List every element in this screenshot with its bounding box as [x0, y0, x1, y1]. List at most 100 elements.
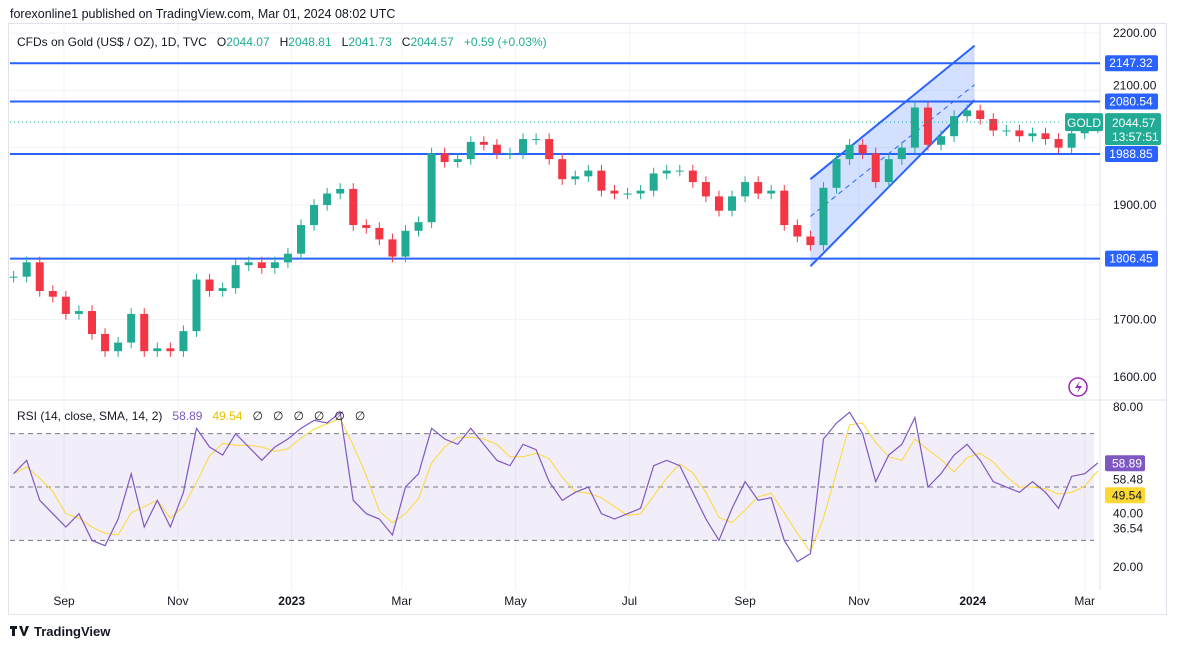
empty-value: ∅	[354, 409, 366, 423]
price-axis-tick: 1600.00	[1113, 370, 1157, 384]
rsi-value: 58.89	[172, 409, 203, 423]
candle-body	[741, 182, 750, 197]
channel-lower-line	[809, 99, 976, 268]
lightning-icon[interactable]	[1068, 377, 1088, 397]
candle-body	[453, 159, 462, 162]
candle-body	[349, 188, 358, 226]
price-axis-tick: 2100.00	[1113, 78, 1157, 92]
level-price-tag	[1105, 93, 1158, 110]
rsi-title[interactable]: RSI (14, close, SMA, 14, 2)	[17, 409, 163, 423]
candle-body	[1041, 133, 1050, 140]
empty-value: ∅	[272, 409, 284, 423]
candle-body	[48, 290, 57, 297]
candle-body	[283, 253, 292, 263]
symbol-legend: CFDs on Gold (US$ / OZ), 1D, TVC O2044.0…	[17, 35, 547, 49]
candle-body	[793, 225, 802, 237]
candle-body	[662, 170, 671, 174]
high-label: H	[279, 35, 289, 49]
rsi-sma-last-tag	[1105, 487, 1145, 504]
rsi-last-tag-label: 58.89	[1112, 456, 1142, 470]
low-label: L	[341, 35, 349, 49]
candle-body	[296, 225, 305, 254]
candle-body	[1067, 133, 1076, 148]
time-axis-tick: Mar	[1074, 594, 1095, 608]
rsi-legend: RSI (14, close, SMA, 14, 2) 58.89 49.54 …	[17, 409, 365, 423]
candle-body	[205, 279, 214, 291]
candle-body	[74, 311, 83, 314]
candle-body	[636, 190, 645, 194]
candle-body	[871, 153, 880, 183]
rsi-sma-line	[13, 417, 1099, 553]
candle-body	[244, 262, 253, 266]
candle-body	[492, 144, 501, 154]
symbol-name[interactable]: CFDs on Gold (US$ / OZ), 1D, TVC	[17, 35, 207, 49]
symbol-tag	[1065, 113, 1103, 132]
publisher-line: forexonline1 published on TradingView.co…	[10, 7, 396, 21]
candle-body	[231, 265, 240, 289]
candle-body	[767, 190, 776, 194]
symbol-tag-label: GOLD	[1067, 116, 1101, 130]
candle-body	[1028, 133, 1037, 137]
candle-body	[910, 107, 919, 148]
candle-body	[780, 190, 789, 226]
rsi-last-tag	[1105, 455, 1145, 472]
tradingview-logo-icon	[10, 625, 29, 636]
candle-body	[87, 311, 96, 334]
candle-body	[976, 110, 985, 119]
time-axis-tick: Mar	[391, 594, 412, 608]
candle-body	[897, 147, 906, 160]
candle-body	[963, 110, 972, 117]
candle-body	[1054, 139, 1063, 148]
channel-upper-line	[809, 44, 976, 180]
candle-body	[479, 141, 488, 145]
lightning-icon-circle	[1068, 377, 1088, 397]
candle-body	[688, 170, 697, 183]
candle-body	[832, 159, 841, 188]
candle-body	[950, 116, 959, 137]
change-value: +0.59 (+0.03%)	[463, 35, 547, 49]
footer-brand[interactable]: TradingView	[10, 624, 110, 639]
time-axis-tick: 2024	[959, 594, 986, 608]
candle-body	[923, 107, 932, 145]
candle-body	[584, 170, 593, 177]
candle-body	[375, 227, 384, 240]
channel-fill	[810, 45, 975, 267]
rsi-axis-label: 58.48	[1113, 472, 1143, 486]
empty-value: ∅	[313, 409, 325, 423]
candle-body	[336, 188, 345, 194]
candle-body	[257, 262, 266, 269]
candle-body	[845, 144, 854, 160]
rsi-axis-tick: 20.00	[1113, 560, 1143, 574]
candle-body	[414, 222, 423, 231]
candle-body	[388, 239, 397, 257]
empty-value: ∅	[334, 409, 345, 423]
candle-body	[192, 279, 201, 332]
level-price-label: 2080.54	[1109, 94, 1153, 108]
candle-body	[427, 153, 436, 223]
candle-body	[989, 118, 998, 131]
candle-body	[505, 153, 514, 155]
brand-name: TradingView	[34, 624, 111, 639]
candle-body	[806, 236, 815, 246]
open-label: O	[216, 35, 227, 49]
candle-body	[61, 296, 70, 314]
candle-body	[270, 262, 279, 269]
candle-body	[858, 144, 867, 154]
candle-body	[401, 230, 410, 257]
rsi-sma-value: 49.54	[212, 409, 243, 423]
candle-body	[101, 333, 110, 352]
lightning-icon-bolt	[1075, 381, 1082, 393]
time-axis-tick: May	[504, 594, 527, 608]
price-axis-tick: 2200.00	[1113, 26, 1157, 40]
candle-body	[310, 204, 319, 226]
last-price-label: 2044.57	[1112, 116, 1156, 130]
level-price-tag	[1105, 55, 1158, 72]
candle-body	[1002, 130, 1011, 132]
candle-body	[218, 288, 227, 291]
candle-body	[114, 342, 123, 352]
time-axis-tick: Nov	[848, 594, 869, 608]
channel-mid-line	[810, 84, 975, 217]
candle-body	[9, 276, 18, 278]
candle-body	[179, 331, 188, 352]
